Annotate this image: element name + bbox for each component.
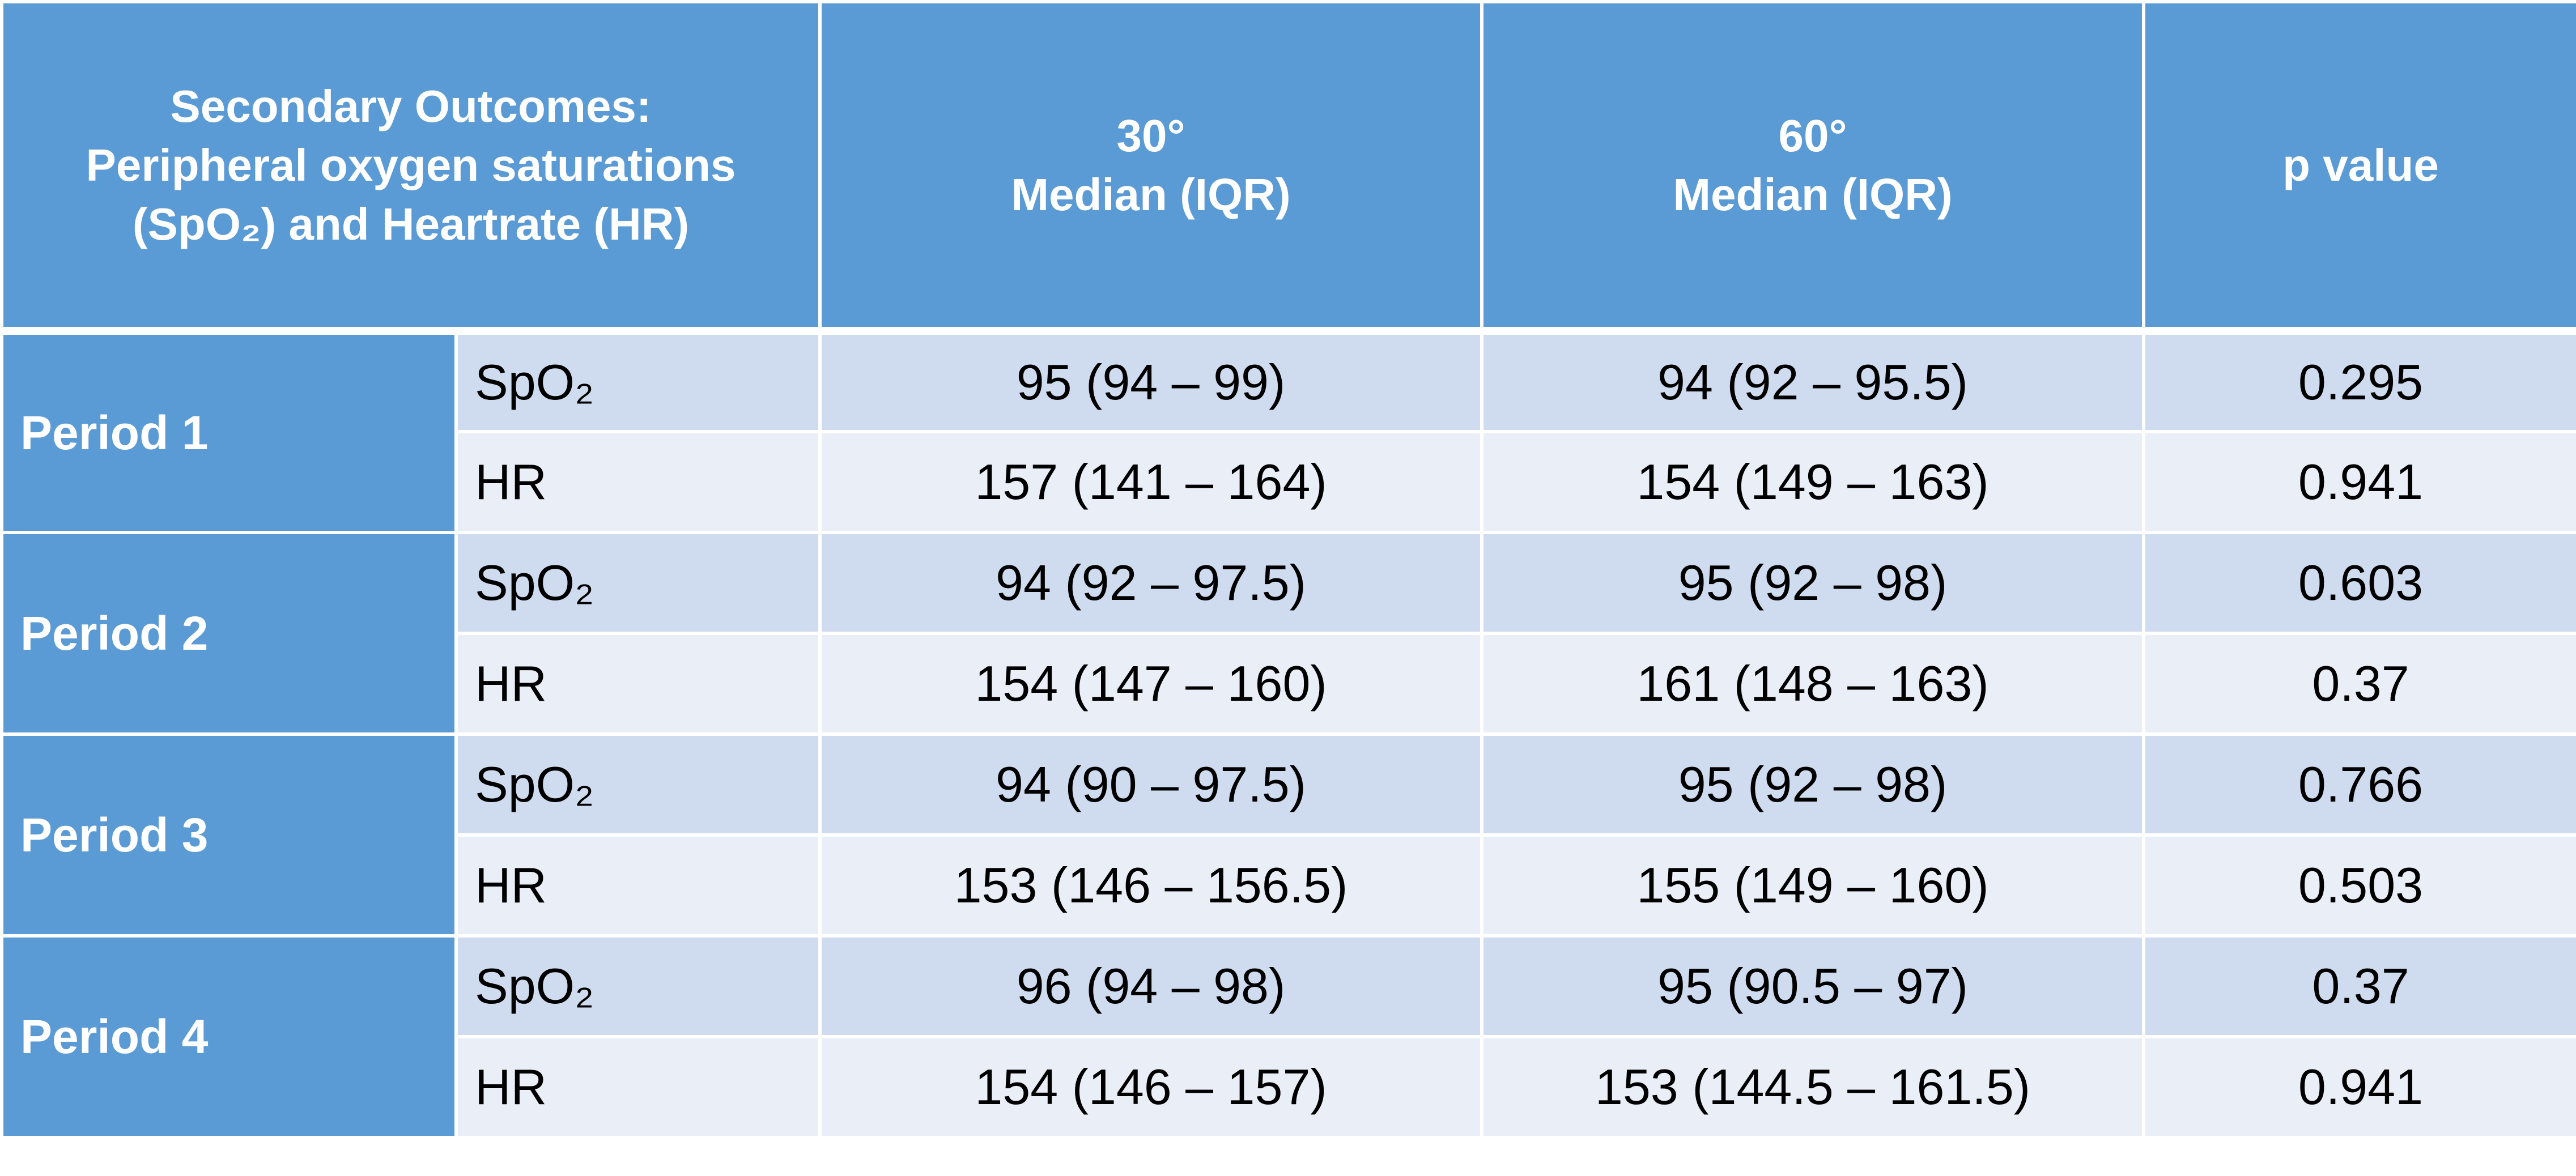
value-cell: 0.941 [2142,1035,2576,1139]
value-cell: 157 (141 – 164) [818,430,1483,534]
header-text: Median (IQR) [1011,169,1291,220]
value-cell: 95 (92 – 98) [1480,531,2145,635]
header-text: (SpO₂) and Heartrate (HR) [132,198,690,249]
value-cell: 154 (149 – 163) [1480,430,2145,534]
value-cell: 0.37 [2142,934,2576,1038]
data-row: HR 153 (146 – 156.5) 155 (149 – 160) 0.503 [2,833,2576,938]
period-label: Period 1 [0,329,458,534]
value-cell: 94 (90 – 97.5) [818,732,1483,837]
value-cell: 0.766 [2142,732,2576,837]
value-cell: 95 (94 – 99) [818,329,1483,433]
header-row: Secondary Outcomes: Peripheral oxygen sat… [0,0,2576,335]
metric-label: SpO₂ [454,329,822,433]
value-cell: 95 (92 – 98) [1480,732,2145,837]
value-cell: 153 (144.5 – 161.5) [1480,1035,2145,1139]
data-row: Period 3 SpO₂ 94 (90 – 97.5) 95 (92 – 98) 0.… [0,732,2576,938]
value-cell: 95 (90.5 – 97) [1480,934,2145,1038]
metric-label: SpO₂ [454,934,822,1038]
period-label: Period 2 [0,531,458,736]
header-text: Secondary Outcomes: [170,80,652,131]
table-body: Period 1 SpO₂ 95 (94 – 99) 94 (92 – 95.5) 0.… [0,329,2576,1139]
period-label: Period 3 [0,732,458,938]
value-cell: 154 (146 – 157) [818,1035,1483,1139]
metric-label: HR [454,430,822,534]
value-cell: 94 (92 – 95.5) [1480,329,2145,433]
metric-label: HR [454,833,822,938]
value-cell: 0.37 [2142,632,2576,736]
results-table: Secondary Outcomes: Peripheral oxygen sat… [0,0,2576,1139]
value-cell: 155 (149 – 160) [1480,833,2145,938]
header-text: Peripheral oxygen saturations [86,139,736,190]
header-cell: p value [2142,0,2576,335]
data-row: HR 154 (147 – 160) 161 (148 – 163) 0.37 [2,632,2576,736]
header-text: 60° [1778,110,1847,161]
data-row: HR 154 (146 – 157) 153 (144.5 – 161.5) 0.94… [2,1035,2576,1139]
metric-label: SpO₂ [454,531,822,635]
table-head: Secondary Outcomes: Peripheral oxygen sat… [0,0,2576,335]
value-cell: 94 (92 – 97.5) [818,531,1483,635]
header-cell: 60° Median (IQR) [1480,0,2145,335]
value-cell: 153 (146 – 156.5) [818,833,1483,938]
metric-label: HR [454,632,822,736]
header-text: Median (IQR) [1673,169,1953,220]
data-row: Period 1 SpO₂ 95 (94 – 99) 94 (92 – 95.5) 0.… [0,329,2576,534]
metric-label: SpO₂ [454,732,822,837]
value-cell: 0.295 [2142,329,2576,433]
header-text: p value [2282,139,2439,190]
data-row: HR 157 (141 – 164) 154 (149 – 163) 0.941 [2,430,2576,534]
data-row: Period 2 SpO₂ 94 (92 – 97.5) 95 (92 – 98) 0.… [0,531,2576,736]
value-cell: 0.503 [2142,833,2576,938]
data-row: Period 4 SpO₂ 96 (94 – 98) 95 (90.5 – 97) 0.… [0,934,2576,1139]
header-cell: Secondary Outcomes: Peripheral oxygen sat… [0,0,822,335]
value-cell: 154 (147 – 160) [818,632,1483,736]
header-text: 30° [1116,110,1185,161]
value-cell: 0.603 [2142,531,2576,635]
value-cell: 0.941 [2142,430,2576,534]
period-label: Period 4 [0,934,458,1139]
value-cell: 161 (148 – 163) [1480,632,2145,736]
value-cell: 96 (94 – 98) [818,934,1483,1038]
header-cell: 30° Median (IQR) [818,0,1483,335]
metric-label: HR [454,1035,822,1139]
